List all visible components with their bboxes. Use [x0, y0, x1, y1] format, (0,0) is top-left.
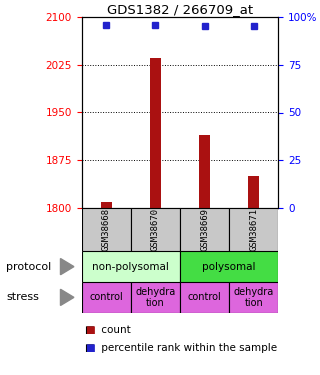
Bar [248, 176, 259, 208]
Text: GSM38668: GSM38668 [102, 208, 111, 251]
Bar [82, 251, 180, 282]
Bar [101, 202, 112, 208]
Polygon shape [60, 258, 74, 275]
Text: polysomal: polysomal [203, 262, 256, 272]
Text: dehydra
tion: dehydra tion [135, 286, 176, 308]
Title: GDS1382 / 266709_at: GDS1382 / 266709_at [107, 3, 253, 16]
Text: ■  count: ■ count [85, 325, 131, 334]
Text: GSM38671: GSM38671 [249, 208, 258, 251]
Bar [82, 208, 131, 251]
Bar [180, 208, 229, 251]
Text: ■: ■ [85, 344, 94, 353]
Bar [180, 282, 229, 313]
Bar [131, 282, 180, 313]
Bar [199, 135, 210, 208]
Text: GSM38670: GSM38670 [151, 208, 160, 251]
Bar [131, 208, 180, 251]
Text: stress: stress [6, 292, 39, 302]
Text: control: control [89, 292, 123, 302]
Text: non-polysomal: non-polysomal [92, 262, 169, 272]
Bar [229, 282, 278, 313]
Text: dehydra
tion: dehydra tion [234, 286, 274, 308]
Bar [180, 251, 278, 282]
Text: control: control [188, 292, 221, 302]
Text: ■  percentile rank within the sample: ■ percentile rank within the sample [85, 344, 277, 353]
Text: ■: ■ [85, 325, 94, 334]
Bar [229, 208, 278, 251]
Polygon shape [60, 289, 74, 306]
Text: protocol: protocol [6, 262, 52, 272]
Bar [150, 58, 161, 208]
Text: GSM38669: GSM38669 [200, 208, 209, 251]
Bar [82, 282, 131, 313]
